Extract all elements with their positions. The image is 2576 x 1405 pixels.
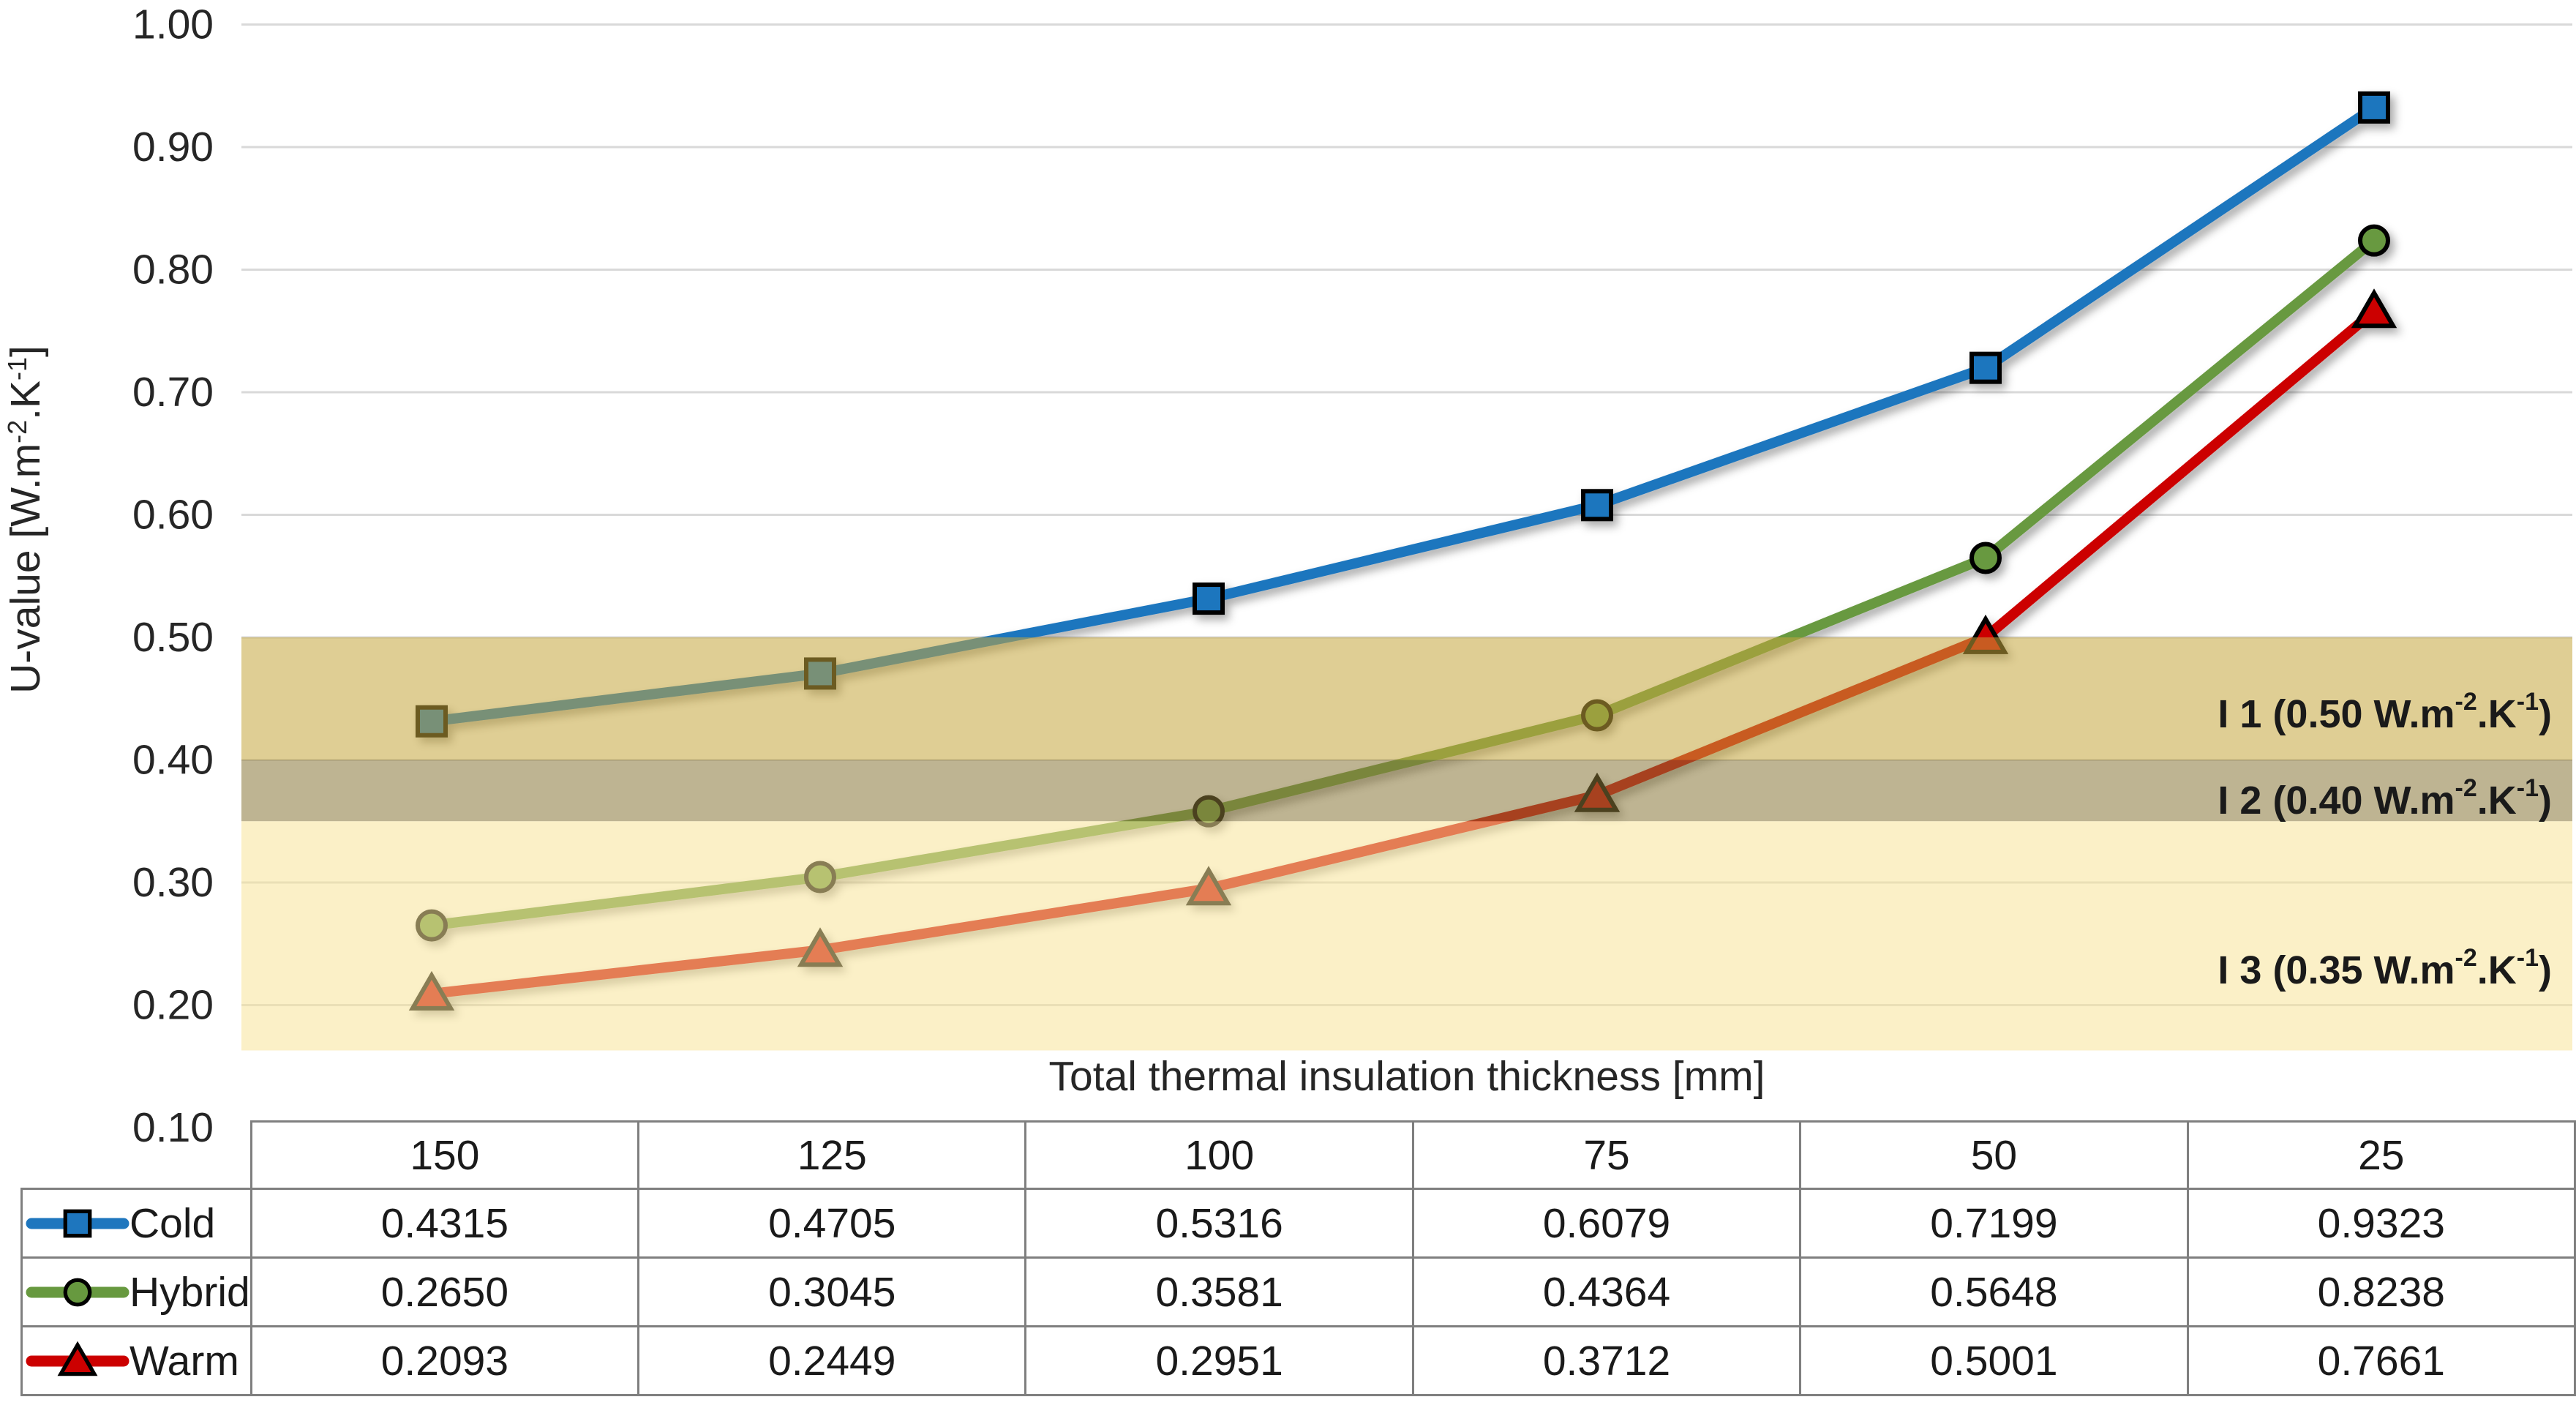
legend-marker	[57, 1341, 98, 1376]
table-cell: 0.9323	[2186, 1188, 2576, 1259]
table-cell: 0.2650	[249, 1256, 640, 1327]
hybrid-key-glyph	[26, 1278, 129, 1306]
hybrid-marker	[1969, 542, 2002, 574]
y-axis-title: U-value [W.m-2.K-1]	[2, 345, 49, 694]
cold-marker	[1969, 351, 2002, 384]
table-cell: 0.2449	[637, 1325, 1027, 1396]
cold-line	[427, 102, 2379, 727]
band-label: I 3 (0.35 W.m-2.K-1)	[2218, 944, 2552, 992]
hybrid-marker	[2358, 224, 2390, 257]
cold-marker	[1193, 582, 1225, 615]
y-tick-label: 0.50	[132, 614, 214, 661]
cold-marker	[2358, 91, 2390, 124]
table-cell: 0.3581	[1024, 1256, 1414, 1327]
row-label-cell: Cold	[20, 1188, 252, 1259]
table-cell: 0.4315	[249, 1188, 640, 1259]
warm-marker	[2351, 288, 2397, 329]
table-cell: 0.5001	[1799, 1325, 2189, 1396]
hybrid-legend-key-icon	[26, 1261, 129, 1324]
cold-key-glyph	[26, 1209, 129, 1237]
plot-band-2	[241, 760, 2572, 822]
warm-key-glyph	[26, 1341, 129, 1376]
data-table: 150 125 100 75 50 25 Cold 0.4315 0.4705 …	[20, 1120, 2576, 1396]
col-header: 50	[1799, 1120, 2189, 1190]
table-header-row: 150 125 100 75 50 25	[22, 1120, 2576, 1190]
col-header: 100	[1024, 1120, 1414, 1190]
band-labels: I 1 (0.50 W.m-2.K-1) I 2 (0.40 W.m-2.K-1)…	[2218, 688, 2552, 992]
band-label: I 1 (0.50 W.m-2.K-1)	[2218, 688, 2552, 736]
table-row-cold: Cold 0.4315 0.4705 0.5316 0.6079 0.7199 …	[20, 1188, 2576, 1259]
table-row-hybrid: Hybrid 0.2650 0.3045 0.3581 0.4364 0.564…	[20, 1256, 2576, 1327]
y-tick-label: 0.60	[132, 492, 214, 539]
series-label: Cold	[129, 1199, 216, 1247]
cold-marker	[1581, 489, 1613, 522]
legend-marker	[63, 1209, 92, 1237]
table-row-warm: Warm 0.2093 0.2449 0.2951 0.3712 0.5001 …	[20, 1325, 2576, 1396]
series-label: Hybrid	[129, 1268, 250, 1316]
plot-band-1	[241, 637, 2572, 760]
threshold-bands	[241, 637, 2572, 1051]
table-cell: 0.2951	[1024, 1325, 1414, 1396]
y-tick-label: 1.00	[132, 1, 214, 48]
col-header: 75	[1411, 1120, 1802, 1190]
series-label: Warm	[129, 1337, 239, 1385]
cold-legend-key-icon	[26, 1192, 129, 1255]
table-cell: 0.7661	[2186, 1325, 2576, 1396]
table-cell: 0.5648	[1799, 1256, 2189, 1327]
row-label-cell: Warm	[20, 1325, 252, 1396]
y-tick-label: 0.10	[132, 1104, 214, 1151]
band-label: I 2 (0.40 W.m-2.K-1)	[2218, 774, 2552, 823]
col-header: 150	[249, 1120, 640, 1190]
y-tick-label: 0.90	[132, 124, 214, 171]
table-cell: 0.4364	[1411, 1256, 1802, 1327]
table-cell: 0.5316	[1024, 1188, 1414, 1259]
y-tick-label: 0.40	[132, 737, 214, 784]
x-axis-title: Total thermal insulation thickness [mm]	[1049, 1053, 1765, 1100]
table-cell: 0.7199	[1799, 1188, 2189, 1259]
legend-marker	[63, 1278, 92, 1306]
table-cell: 0.2093	[249, 1325, 640, 1396]
table-cell: 0.4705	[637, 1188, 1027, 1259]
table-cell: 0.6079	[1411, 1188, 1802, 1259]
col-header: 25	[2186, 1120, 2576, 1190]
table-cell: 0.8238	[2186, 1256, 2576, 1327]
table-cell: 0.3045	[637, 1256, 1027, 1327]
y-tick-label: 0.30	[132, 859, 214, 906]
table-cell: 0.3712	[1411, 1325, 1802, 1396]
y-tick-label: 0.70	[132, 369, 214, 416]
warm-legend-key-icon	[26, 1330, 129, 1393]
axis-labels: 1.00 0.90 0.80 0.70 0.60 0.50 0.40 0.30 0.20 0.10…	[2, 1, 1765, 1152]
table-corner-cell	[22, 1122, 252, 1189]
plot-band-3	[241, 821, 2572, 1051]
row-label-cell: Hybrid	[20, 1256, 252, 1327]
y-tick-label: 0.80	[132, 247, 214, 293]
y-tick-label: 0.20	[132, 982, 214, 1029]
col-header: 125	[637, 1120, 1027, 1190]
